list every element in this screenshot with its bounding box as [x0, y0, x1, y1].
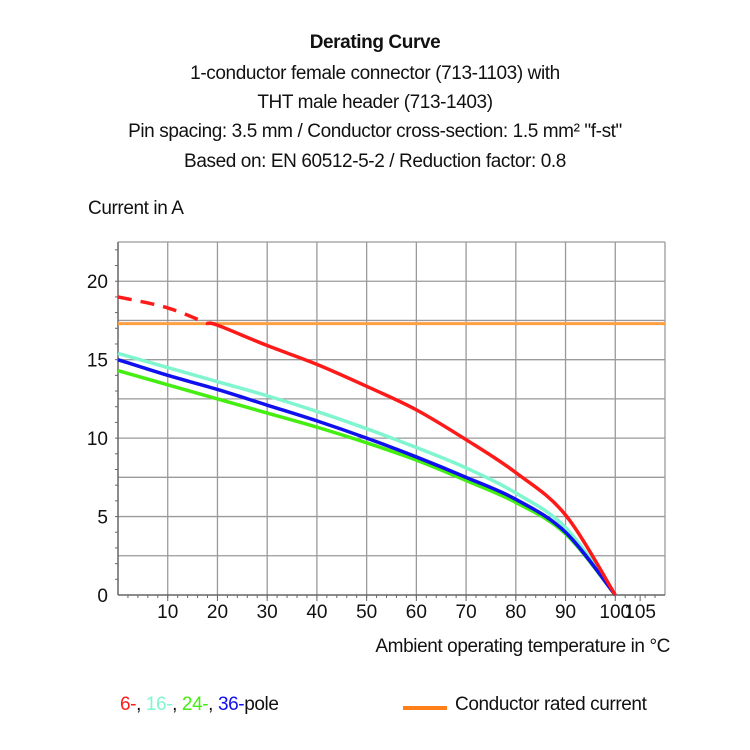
- y-tick-label: 15: [87, 351, 108, 372]
- legend-16-pole: 16-: [145, 694, 173, 715]
- y-tick-label: 5: [97, 508, 108, 529]
- legend-sep: ,: [136, 694, 146, 715]
- chart-subtitle-4: Based on: EN 60512-5-2 / Reduction facto…: [184, 151, 566, 172]
- x-tick-label: 10: [157, 602, 178, 623]
- x-tick-label: 40: [306, 602, 327, 623]
- y-tick-label: 20: [87, 272, 108, 293]
- x-tick-label: 50: [356, 602, 377, 623]
- x-axis-label: Ambient operating temperature in °C: [375, 636, 670, 657]
- legend-36-pole: 36-: [217, 694, 245, 715]
- x-tick-label: 90: [555, 602, 576, 623]
- x-tick-label: 70: [456, 602, 477, 623]
- x-tick-label: 20: [207, 602, 228, 623]
- x-tick-label: 105: [624, 602, 656, 623]
- chart-subtitle-2: THT male header (713-1403): [257, 92, 493, 113]
- series-6pole: [207, 321, 617, 596]
- legend-6-pole: 6-: [120, 694, 137, 715]
- series-16pole: [117, 351, 617, 597]
- y-axis-label: Current in A: [88, 198, 184, 219]
- legend-24-pole: 24-: [181, 694, 209, 715]
- x-tick-label: 100: [599, 602, 631, 623]
- chart-subtitle-3: Pin spacing: 3.5 mm / Conductor cross-se…: [128, 121, 622, 142]
- series-36pole: [117, 357, 617, 597]
- chart-subtitle-1: 1-conductor female connector (713-1103) …: [190, 63, 560, 84]
- chart-title: Derating Curve: [309, 32, 441, 53]
- legend-rated-current: Conductor rated current: [455, 694, 647, 715]
- legend-series: 6-, 16-, 24-, 36-pole: [120, 694, 279, 716]
- x-tick-label: 30: [257, 602, 278, 623]
- series-24pole: [117, 368, 617, 597]
- legend-sep: ,: [208, 694, 218, 715]
- x-tick-label: 80: [505, 602, 526, 623]
- y-tick-label: 10: [87, 429, 108, 450]
- y-tick-label: 0: [97, 586, 108, 607]
- legend-sep: ,: [172, 694, 182, 715]
- series-6pole-dashed: [117, 295, 209, 326]
- x-tick-label: 60: [406, 602, 427, 623]
- legend-rated-current-swatch: [403, 706, 447, 710]
- legend-pole-suffix: pole: [244, 694, 279, 715]
